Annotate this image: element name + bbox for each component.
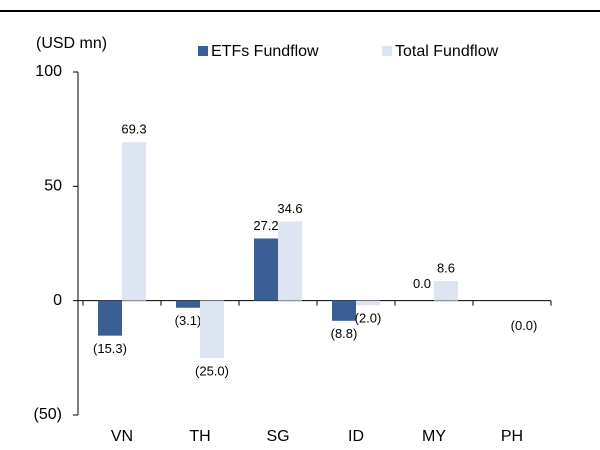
value-label: 69.3: [121, 122, 146, 137]
x-tick-label: ID: [348, 428, 364, 445]
bar: [176, 300, 200, 308]
bar: [122, 142, 146, 301]
value-label: (25.0): [195, 363, 229, 378]
x-tick-label: SG: [266, 428, 289, 445]
y-tick-label: 0: [53, 292, 62, 309]
legend-swatch: [382, 46, 392, 56]
bar: [434, 281, 458, 301]
value-label: 34.6: [277, 201, 302, 216]
value-label: 8.6: [437, 260, 455, 275]
x-tick-label: MY: [422, 428, 446, 445]
bar: [98, 300, 122, 336]
bar: [356, 300, 380, 306]
value-label: 27.2: [253, 218, 278, 233]
value-label: 0.0: [413, 276, 431, 291]
legend-label: ETFs Fundflow: [211, 43, 319, 60]
y-tick-label: 50: [44, 178, 62, 195]
y-tick-label: 100: [35, 63, 62, 80]
value-label: (3.1): [175, 313, 202, 328]
bar: [332, 300, 356, 321]
bar: [200, 300, 224, 358]
y-tick-label: (50): [34, 406, 62, 423]
x-tick-label: TH: [189, 428, 210, 445]
legend-label: Total Fundflow: [395, 43, 499, 60]
legend-swatch: [198, 46, 208, 56]
value-label: (8.8): [331, 326, 358, 341]
value-label: (2.0): [355, 311, 382, 326]
value-label: (15.3): [93, 341, 127, 356]
bar: [278, 221, 302, 301]
value-label: (0.0): [511, 318, 538, 333]
bar: [254, 238, 278, 301]
x-tick-label: VN: [111, 428, 133, 445]
y-axis-label: (USD mn): [36, 35, 107, 52]
x-tick-label: PH: [501, 428, 523, 445]
